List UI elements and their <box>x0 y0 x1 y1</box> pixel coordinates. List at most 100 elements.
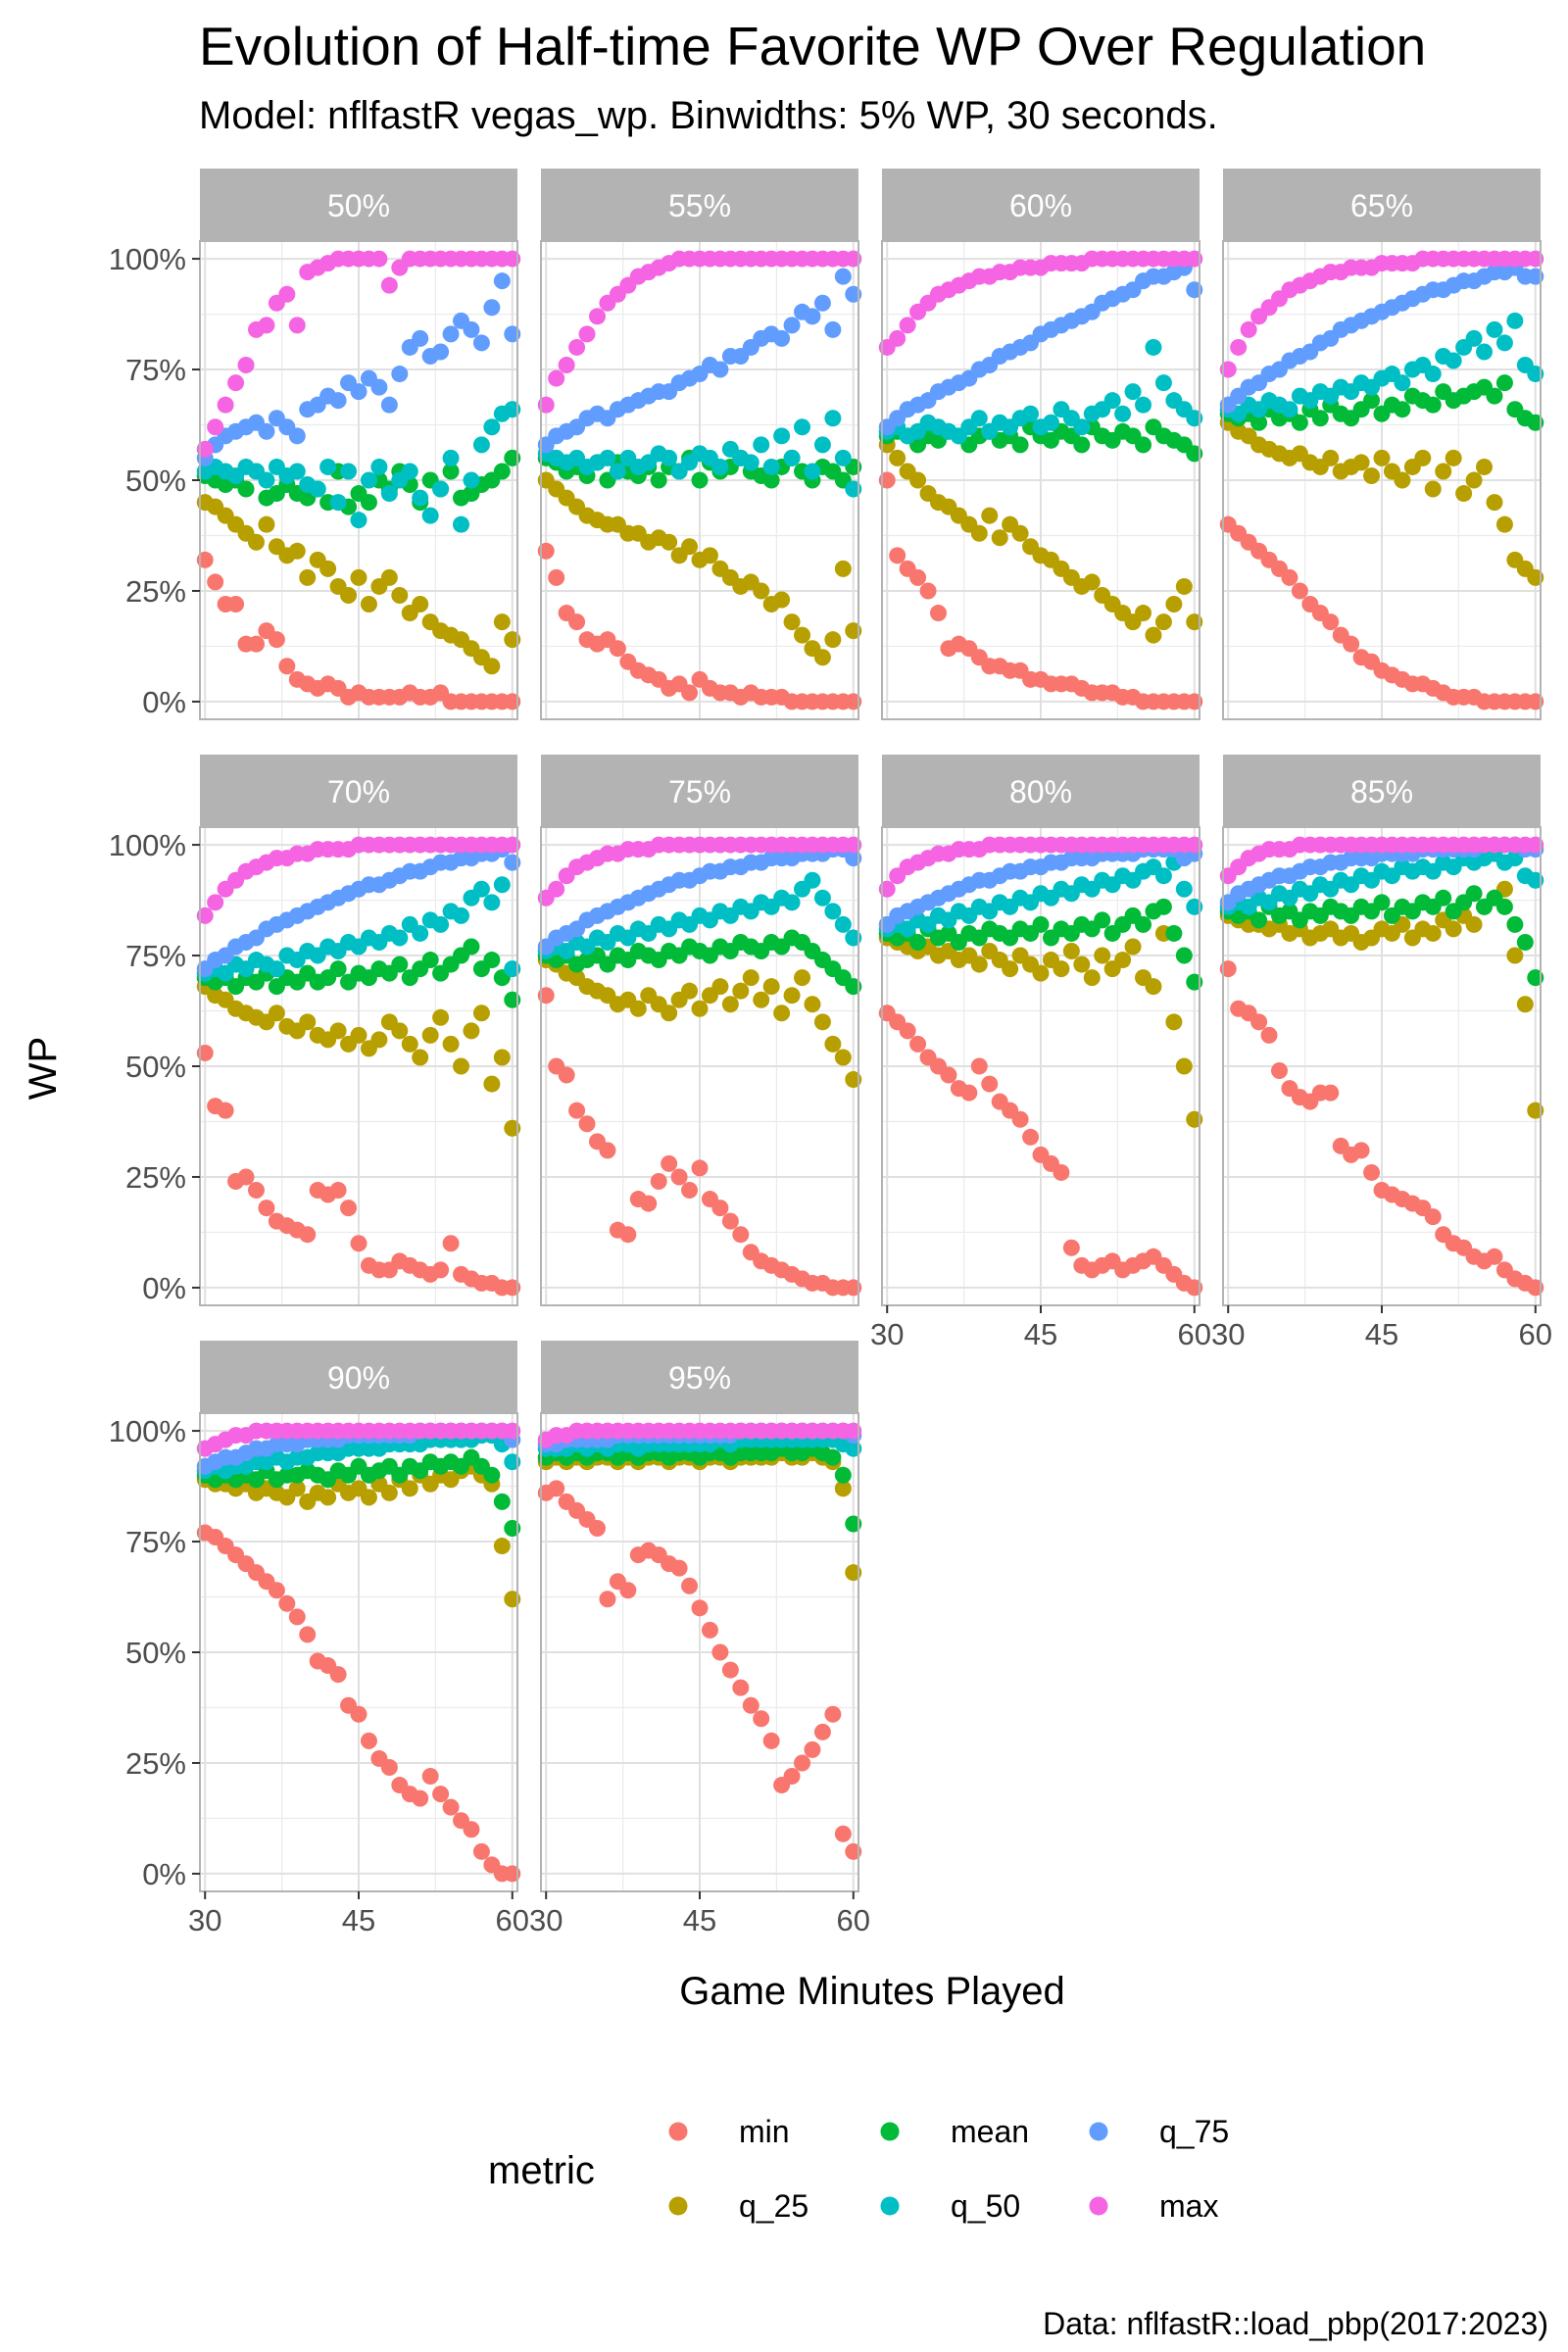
point-q_50 <box>1476 343 1494 361</box>
point-mean <box>391 956 409 973</box>
point-q_50 <box>493 876 511 894</box>
point-max <box>207 894 224 911</box>
point-q_50 <box>1135 396 1152 414</box>
point-q_50 <box>432 915 450 933</box>
point-min <box>1424 1208 1442 1226</box>
point-q_25 <box>299 1013 317 1031</box>
point-q_50 <box>412 489 429 507</box>
point-min <box>1250 1013 1268 1031</box>
point-min <box>268 1582 285 1599</box>
point-min <box>1322 613 1340 631</box>
point-q_50 <box>472 436 490 454</box>
point-min <box>909 568 927 586</box>
point-q_50 <box>401 463 418 480</box>
point-min <box>1352 1142 1370 1159</box>
point-q_25 <box>970 956 988 973</box>
point-min <box>1291 582 1308 600</box>
y-tick-label: 0% <box>142 685 186 719</box>
point-max <box>207 418 224 436</box>
point-q_50 <box>432 480 450 498</box>
y-tick-label: 0% <box>142 1857 186 1891</box>
point-q_25 <box>329 1022 347 1040</box>
point-q_25 <box>1165 596 1183 613</box>
y-tick-label: 75% <box>125 353 186 387</box>
x-axis-title: Game Minutes Played <box>679 1970 1065 2013</box>
point-q_25 <box>1424 480 1442 498</box>
point-q_25 <box>701 547 718 564</box>
point-min <box>1270 1062 1288 1080</box>
point-q_75 <box>412 329 429 347</box>
point-q_25 <box>753 582 770 600</box>
point-q_25 <box>380 1484 398 1501</box>
point-q_50 <box>794 418 811 436</box>
point-q_50 <box>1073 418 1091 436</box>
point-max <box>288 317 306 334</box>
point-q_25 <box>753 991 770 1008</box>
x-tick-label: 60 <box>496 1903 529 1937</box>
point-q_50 <box>970 410 988 427</box>
point-max <box>558 357 575 374</box>
point-q_25 <box>1435 463 1452 480</box>
point-q_25 <box>1145 626 1162 644</box>
point-min <box>247 1182 265 1200</box>
point-min <box>640 1195 658 1212</box>
point-q_50 <box>711 458 729 475</box>
point-max <box>1230 338 1248 356</box>
point-q_50 <box>350 512 368 529</box>
point-q_25 <box>1145 978 1162 996</box>
point-mean <box>824 1448 842 1466</box>
point-min <box>1281 568 1298 586</box>
point-q_75 <box>370 378 388 396</box>
point-mean <box>421 952 439 969</box>
point-q_25 <box>762 978 780 996</box>
point-q_50 <box>442 449 460 466</box>
point-min <box>558 1066 575 1084</box>
point-min <box>701 1621 718 1639</box>
point-q_25 <box>794 626 811 644</box>
point-q_50 <box>609 463 626 480</box>
point-q_25 <box>661 1004 678 1022</box>
point-q_50 <box>483 894 501 911</box>
point-min <box>442 1235 460 1252</box>
point-q_50 <box>824 903 842 920</box>
point-mean <box>1486 387 1503 405</box>
panel-border <box>881 240 1200 720</box>
facet-strip <box>541 1341 858 1413</box>
point-min <box>929 605 947 622</box>
point-min <box>970 1057 988 1075</box>
point-q_50 <box>804 871 821 889</box>
point-min <box>711 1200 729 1217</box>
point-mean <box>1175 947 1193 964</box>
point-min <box>670 1168 688 1186</box>
point-q_50 <box>824 410 842 427</box>
point-q_50 <box>742 454 760 471</box>
point-q_50 <box>762 458 780 475</box>
point-q_25 <box>1083 969 1101 987</box>
point-min <box>742 1696 760 1714</box>
point-min <box>432 1786 450 1803</box>
point-q_50 <box>288 463 306 480</box>
point-min <box>681 1577 699 1594</box>
point-q_50 <box>753 436 770 454</box>
x-tick-label: 60 <box>1519 1317 1552 1351</box>
x-tick-label: 45 <box>342 1903 375 1937</box>
point-q_25 <box>432 1008 450 1026</box>
y-tick-label: 50% <box>125 464 186 498</box>
point-q_25 <box>340 586 358 604</box>
point-q_25 <box>1124 938 1142 956</box>
point-q_50 <box>834 449 852 466</box>
point-mean <box>1394 401 1411 418</box>
point-q_25 <box>889 449 906 466</box>
point-q_50 <box>412 924 429 942</box>
point-mean <box>237 480 255 498</box>
y-tick-label: 100% <box>109 242 186 276</box>
point-q_25 <box>391 586 409 604</box>
facet-strip <box>200 169 517 241</box>
point-q_75 <box>783 317 801 334</box>
point-q_25 <box>1465 471 1483 489</box>
point-q_75 <box>288 427 306 445</box>
facet-strip-label: 75% <box>668 774 731 809</box>
facet-strip-label: 50% <box>327 188 390 223</box>
point-q_75 <box>773 329 791 347</box>
legend-key-min <box>668 2122 688 2141</box>
